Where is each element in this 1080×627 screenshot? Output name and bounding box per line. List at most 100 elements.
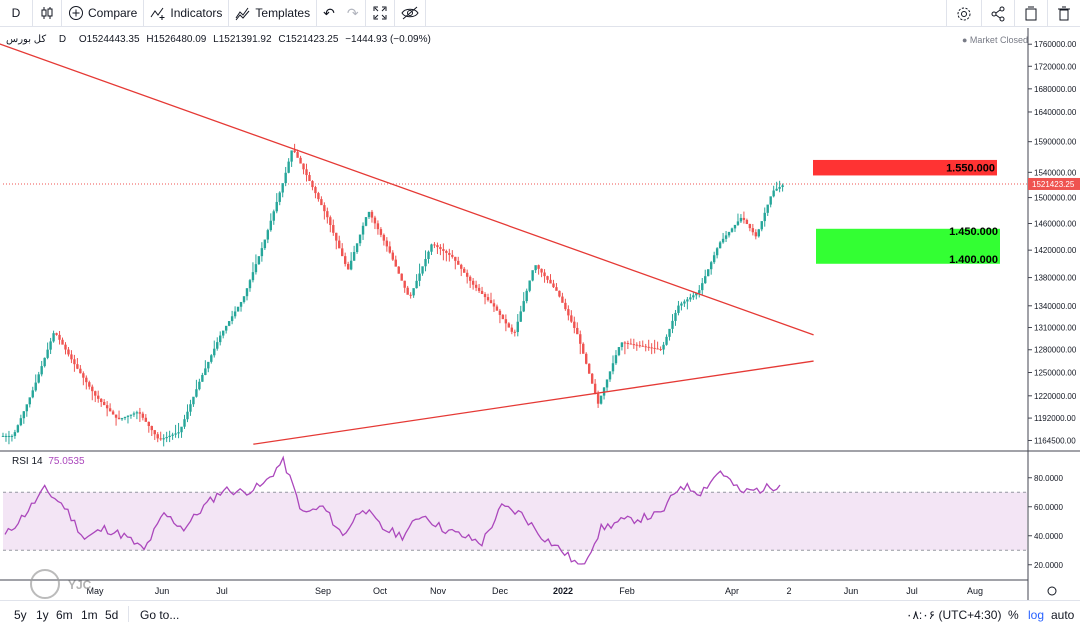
range-6m[interactable]: 6m — [56, 608, 73, 622]
annotation-boxes[interactable]: 1.550.000 1.450.000 1.400.000 — [813, 159, 1000, 266]
redo-button[interactable]: ↷ — [341, 0, 365, 27]
candle-body — [299, 157, 302, 164]
price-tick-label: 1192000.00 — [1034, 414, 1076, 423]
candle-body — [323, 205, 326, 212]
share-button[interactable] — [982, 0, 1014, 27]
hide-drawings-button[interactable] — [395, 0, 425, 27]
interval-button[interactable]: D — [0, 0, 32, 27]
candle-body — [343, 256, 347, 264]
candle-body — [400, 273, 403, 281]
symbol-name[interactable]: کل بورس — [6, 34, 47, 45]
candle-body — [385, 240, 389, 247]
candle-body — [168, 435, 171, 437]
candle-body — [352, 251, 356, 261]
candle-body — [709, 262, 713, 270]
candle-body — [192, 396, 195, 405]
price-tick-label: 1310000.00 — [1034, 324, 1077, 333]
candle-body — [260, 248, 264, 257]
candle-body — [141, 413, 145, 418]
candle-body — [287, 161, 290, 173]
red-box[interactable] — [813, 159, 997, 176]
goto-button[interactable]: Go to... — [140, 608, 180, 622]
settings-button[interactable] — [947, 0, 981, 27]
candle-body — [692, 295, 695, 298]
candle-body — [239, 301, 243, 307]
candle-body — [540, 268, 543, 273]
candle-body — [391, 252, 394, 260]
compare-button[interactable]: Compare — [62, 0, 143, 27]
candle-body — [201, 374, 204, 382]
undo-icon: ↶ — [323, 4, 335, 21]
time-tick-label: 2022 — [553, 586, 573, 596]
price-tick-label: 1760000.00 — [1034, 40, 1077, 49]
candle-body — [183, 419, 186, 427]
time-axis[interactable]: May Jun Jul Sep Oct Nov Dec 2022 Feb Apr 2 Jun Jul Au… — [86, 581, 1076, 599]
candle-body — [451, 254, 454, 257]
candle-body — [296, 152, 299, 158]
candle-body — [43, 357, 46, 367]
candle-body — [421, 266, 424, 274]
chart-type-button[interactable] — [33, 0, 61, 27]
trendlines[interactable] — [0, 33, 814, 445]
candle-body — [379, 229, 383, 235]
range-1m[interactable]: 1m — [81, 608, 98, 622]
interval-label: D — [11, 6, 21, 20]
rsi-name[interactable]: RSI 14 — [12, 456, 43, 467]
candle-body — [552, 283, 555, 288]
green-box[interactable] — [816, 228, 1000, 264]
toolbar-divider — [393, 0, 395, 27]
candle-body — [358, 234, 362, 244]
candle-body — [623, 342, 627, 344]
chart-area[interactable]: 1.550.000 1.450.000 1.400.000 May Jun Jul Sep… — [0, 27, 1080, 600]
percent-toggle[interactable]: % — [1008, 608, 1019, 622]
snapshot-button[interactable] — [1015, 0, 1047, 27]
candle-body — [105, 405, 109, 409]
candle-body — [701, 283, 704, 291]
range-1y[interactable]: 1y — [36, 608, 49, 622]
candle-body — [1, 435, 5, 437]
candle-body — [561, 296, 564, 303]
price-axis[interactable]: 1760000.00 1720000.00 1680000.00 1640000.00… — [1028, 40, 1080, 570]
candle-body — [174, 433, 177, 435]
price-tick-label: 1590000.00 — [1034, 138, 1077, 147]
candle-body — [76, 364, 79, 369]
candle-body — [763, 212, 766, 222]
candle-body — [457, 260, 460, 265]
candle-body — [659, 348, 662, 350]
candle-body — [608, 371, 612, 380]
templates-button[interactable]: Templates — [229, 0, 316, 27]
candle-body — [397, 266, 400, 274]
log-toggle[interactable]: log — [1028, 608, 1045, 622]
toolbar-divider — [981, 0, 982, 27]
candle-body — [242, 296, 246, 302]
candle-body — [474, 284, 478, 288]
trendline-descending[interactable] — [0, 33, 814, 336]
candle-body — [519, 311, 522, 322]
candle-body — [180, 426, 183, 433]
candle-body — [480, 290, 484, 295]
undo-button[interactable]: ↶ — [317, 0, 341, 27]
candle-body — [766, 204, 769, 213]
candle-body — [522, 301, 525, 312]
price-tick-label: 1164500.00 — [1034, 436, 1076, 445]
fullscreen-button[interactable] — [366, 0, 394, 27]
time-tick-label: Jul — [906, 586, 918, 596]
timezone[interactable]: ۰۸:۰۶ (UTC+4:30) — [906, 608, 1002, 622]
candle-body — [412, 288, 415, 296]
candle-body — [373, 217, 377, 224]
candle-body — [614, 355, 618, 364]
candle-body — [216, 342, 219, 349]
delete-button[interactable] — [1048, 0, 1080, 27]
candle-body — [668, 328, 671, 337]
axis-settings-icon[interactable] — [1047, 586, 1057, 596]
range-5y[interactable]: 5y — [14, 608, 27, 622]
candle-body — [257, 256, 261, 265]
auto-toggle[interactable]: auto — [1051, 608, 1075, 622]
indicators-button[interactable]: Indicators — [144, 0, 228, 27]
trendline-ascending[interactable] — [253, 360, 814, 445]
time-tick-label: May — [86, 586, 104, 596]
candle-body — [111, 411, 115, 415]
range-5d[interactable]: 5d — [105, 608, 119, 622]
candle-body — [442, 249, 445, 251]
candle-body — [207, 361, 210, 369]
